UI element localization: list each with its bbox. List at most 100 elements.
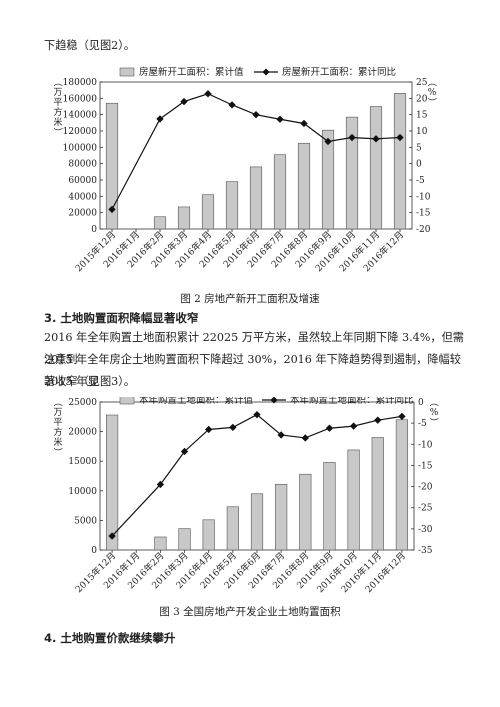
bar <box>297 142 311 230</box>
left-axis-title-char: 米 <box>53 436 62 448</box>
left-tick-label: 120000 <box>63 127 98 137</box>
left-tick-label: 10000 <box>68 487 97 497</box>
paragraph3-line2: 2015 年全年房企土地购置面积下降超过 30%，2016 年下降趋势得到遏制，… <box>44 353 461 388</box>
left-tick-label: 15000 <box>68 457 97 467</box>
bar <box>299 473 312 551</box>
right-tick-label: -20 <box>416 225 431 235</box>
left-axis-title-char: 平 <box>53 417 62 428</box>
left-axis-title-char: 万 <box>53 88 62 98</box>
legend-line-label: 本年购置土地面积：累计同比 <box>290 397 414 406</box>
line-point <box>204 90 212 98</box>
bar <box>226 506 239 551</box>
bar <box>105 414 119 551</box>
left-tick-label: 20000 <box>68 428 97 438</box>
section3-heading: 3. 土地购置面积降幅显著收窄 <box>44 311 199 325</box>
bar <box>273 154 287 230</box>
right-axis-title-char: （ <box>426 77 437 86</box>
line-point <box>372 135 380 143</box>
bar <box>177 206 191 230</box>
line-point <box>301 434 309 442</box>
new-construction-chart: 0 20000 40000 60000 80000 100000 120000 140000 1… <box>52 66 437 274</box>
left-axis-title-char: ） <box>52 447 63 456</box>
left-axis-title-char: （ <box>52 397 63 406</box>
right-tick-label: 10 <box>416 127 428 137</box>
right-tick-label: 0 <box>416 160 422 170</box>
legend-bar-label: 本年购置土地面积：累计值 <box>139 397 254 406</box>
right-axis-title-char: % <box>430 408 439 418</box>
bar <box>347 449 360 551</box>
left-axis-title-char: 方 <box>53 426 62 438</box>
line-point <box>325 424 334 432</box>
legend-line-marker <box>262 68 270 76</box>
line-point <box>324 137 332 146</box>
right-tick-label: 0 <box>418 398 424 408</box>
left-axis-title-char: 万 <box>53 408 62 418</box>
line-point <box>276 115 284 123</box>
line-point <box>228 101 236 109</box>
legend-bar-swatch <box>119 67 135 77</box>
left-tick-label: 180000 <box>63 78 98 88</box>
left-axis-title-char: 平 <box>53 97 62 108</box>
left-tick-label: 100000 <box>63 143 98 153</box>
bar <box>371 437 384 551</box>
right-tick-label: -15 <box>416 209 431 219</box>
right-axis-title-char: % <box>428 88 437 98</box>
bar <box>201 194 215 230</box>
legend-line-label: 房屋新开工面积：累计同比 <box>282 66 396 78</box>
bar <box>275 483 288 551</box>
bar <box>249 166 263 230</box>
bar <box>323 462 336 551</box>
left-tick-label: 40000 <box>68 192 97 202</box>
bar <box>202 519 215 551</box>
line-point <box>349 422 358 430</box>
right-tick-label: 15 <box>416 111 428 121</box>
line-point <box>180 97 188 106</box>
bar <box>395 419 409 551</box>
right-axis-title-char: （ <box>428 397 439 406</box>
section4-heading: 4. 土地购置价款继续攀升 <box>44 631 176 645</box>
line-point <box>300 119 308 128</box>
line-point <box>396 133 404 142</box>
right-axis-title-char: ） <box>428 417 439 426</box>
line-point <box>374 416 382 424</box>
bar <box>154 536 167 551</box>
left-axis-title-char: ） <box>52 127 63 136</box>
bar <box>369 106 383 230</box>
paragraph3-line1: 2016 年全年购置土地面积累计 22025 万平方米，虽然较上年同期下降 3.… <box>44 331 464 366</box>
right-tick-label: -20 <box>418 483 433 493</box>
right-tick-label: -10 <box>418 440 433 450</box>
left-axis-title-char: 方 <box>53 106 62 118</box>
left-tick-label: 140000 <box>63 111 98 121</box>
figure2-caption: 图 2 房地产新开工面积及增速 <box>180 293 320 305</box>
right-tick-label: -5 <box>416 176 425 186</box>
line-point <box>252 110 260 119</box>
left-tick-label: 80000 <box>68 160 97 170</box>
right-tick-label: -35 <box>418 546 433 556</box>
left-axis-title-char: 米 <box>53 116 62 128</box>
bar <box>153 216 167 230</box>
line-series <box>111 413 403 537</box>
right-tick-label: 25 <box>416 78 428 88</box>
right-tick-label: -25 <box>418 504 433 514</box>
right-tick-label: 20 <box>416 94 428 104</box>
left-tick-label: 0 <box>91 546 97 556</box>
left-axis-title-char: （ <box>52 77 63 86</box>
legend-bar-swatch <box>119 397 135 405</box>
figure3-caption: 图 3 全国房地产开发企业土地购置面积 <box>159 606 341 618</box>
right-tick-label: -30 <box>418 525 433 535</box>
right-tick-label: -5 <box>418 419 427 429</box>
right-tick-label: -10 <box>416 192 431 202</box>
left-tick-label: 160000 <box>63 94 98 104</box>
left-tick-label: 5000 <box>74 516 97 526</box>
line-point <box>108 205 116 214</box>
bar <box>178 528 191 551</box>
left-tick-label: 60000 <box>68 176 97 186</box>
left-tick-label: 20000 <box>68 209 97 219</box>
bar <box>225 181 239 230</box>
line-point <box>348 133 356 142</box>
left-tick-label: 0 <box>91 225 97 235</box>
intro-paragraph: 下趋稳（见图2）。 <box>44 39 136 52</box>
legend-line-marker <box>270 397 278 404</box>
bar <box>393 93 407 230</box>
right-axis-title-char: ） <box>426 97 437 106</box>
